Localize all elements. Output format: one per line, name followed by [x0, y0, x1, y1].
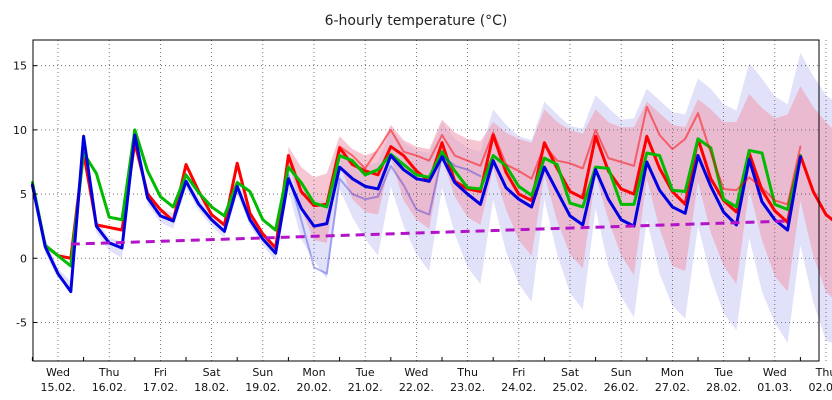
x-day-label: Thu	[456, 366, 478, 379]
x-date-label: 20.02.	[297, 381, 332, 394]
x-day-label: Wed	[46, 366, 70, 379]
y-axis: -5 0 5 10 15	[13, 60, 37, 329]
series-line-red	[30, 133, 832, 260]
x-date-label: 26.02.	[604, 381, 639, 394]
x-date-label: 15.02.	[41, 381, 76, 394]
x-day-label: Thu	[98, 366, 120, 379]
series-lines	[30, 105, 832, 294]
x-axis: Wed 15.02. Thu 16.02. Fri 17.02. Sat 18.02. Sun 1…	[31, 357, 832, 394]
x-day-label: Sat	[203, 366, 222, 379]
x-day-label: Tue	[713, 366, 733, 379]
x-day-label: Sat	[561, 366, 580, 379]
x-day-label: Fri	[512, 366, 525, 379]
x-date-label: 25.02.	[553, 381, 588, 394]
x-date-label: 28.02.	[706, 381, 741, 394]
x-day-label: Sun	[252, 366, 273, 379]
x-date-label: 27.02.	[655, 381, 690, 394]
x-day-label: Mon	[661, 366, 684, 379]
x-date-label: 17.02.	[143, 381, 178, 394]
series-line-green	[30, 128, 802, 268]
x-date-label: 24.02.	[501, 381, 536, 394]
y-tick-label: -5	[16, 316, 27, 329]
x-date-label: 21.02.	[348, 381, 383, 394]
chart-title: 6-hourly temperature (°C)	[325, 13, 508, 29]
x-day-label: Wed	[763, 366, 787, 379]
x-day-label: Thu	[815, 366, 832, 379]
series-line-red-faded	[338, 105, 802, 206]
x-day-label: Tue	[355, 366, 375, 379]
x-day-label: Wed	[404, 366, 428, 379]
series-line-blue-faded	[287, 154, 482, 275]
series-line-blue	[30, 133, 802, 294]
x-date-label: 19.02.	[245, 381, 280, 394]
y-tick-label: 15	[13, 60, 27, 73]
y-tick-label: 5	[20, 188, 27, 201]
x-date-label: 16.02.	[92, 381, 127, 394]
x-date-label: 18.02.	[194, 381, 229, 394]
x-day-label: Mon	[302, 366, 325, 379]
spread-bands	[32, 52, 832, 344]
x-date-label: 02.03.	[809, 381, 832, 394]
x-date-label: 01.03.	[757, 381, 792, 394]
y-tick-label: 10	[13, 124, 27, 137]
y-tick-label: 0	[20, 252, 27, 265]
x-day-label: Sun	[611, 366, 632, 379]
x-date-label: 23.02.	[450, 381, 485, 394]
x-date-label: 22.02.	[399, 381, 434, 394]
band-red_band	[288, 86, 832, 298]
x-day-label: Fri	[154, 366, 167, 379]
plot-frame	[32, 39, 820, 362]
